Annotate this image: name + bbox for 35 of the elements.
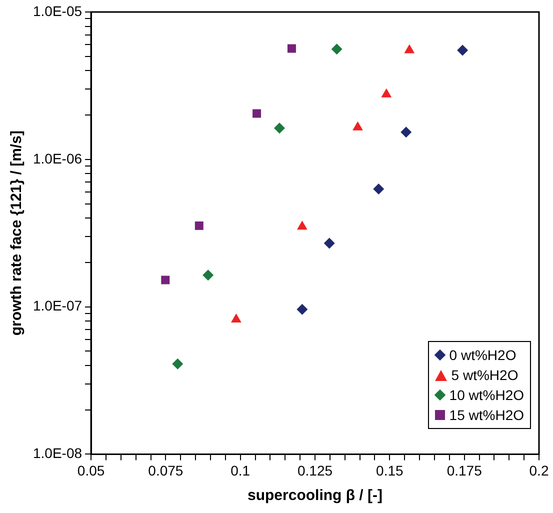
point	[331, 44, 342, 55]
point	[373, 183, 384, 194]
legend-label: 5 wt%H2O	[451, 366, 518, 385]
x-tick-label: 0.05	[77, 462, 105, 478]
x-tick-label: 0.2	[529, 462, 549, 478]
point	[172, 358, 184, 370]
x-tick-label: 0.125	[297, 462, 333, 478]
point	[404, 44, 415, 54]
x-axis-title: supercooling β / [-]	[248, 487, 383, 504]
point	[287, 44, 296, 53]
point	[324, 238, 335, 249]
legend-label: 0 wt%H2O	[449, 346, 516, 365]
y-tick-label: 1.0E-06	[32, 150, 82, 166]
point	[194, 221, 204, 230]
point	[296, 304, 308, 315]
y-axis-title: growth rate face {121} / [m/s]	[8, 130, 26, 336]
y-tick-label: 1.0E-05	[32, 2, 82, 19]
point	[381, 88, 392, 98]
x-tick-label: 0.075	[148, 462, 184, 478]
point	[274, 122, 285, 134]
x-tick-label: 0.175	[446, 462, 482, 478]
x-tick-label: 0.15	[376, 462, 404, 478]
point	[161, 276, 170, 284]
legend-label: 15 wt%H2O	[449, 406, 524, 425]
point	[230, 314, 242, 323]
y-tick-label: 1.0E-07	[32, 298, 82, 314]
point	[352, 121, 363, 130]
legend-label: 10 wt%H2O	[449, 386, 524, 405]
point	[457, 44, 468, 56]
point	[400, 126, 412, 138]
y-tick-label: 1.0E-08	[32, 445, 82, 462]
x-tick-label: 0.1	[230, 462, 250, 478]
point	[296, 220, 308, 230]
point	[202, 270, 214, 281]
point	[252, 109, 262, 118]
